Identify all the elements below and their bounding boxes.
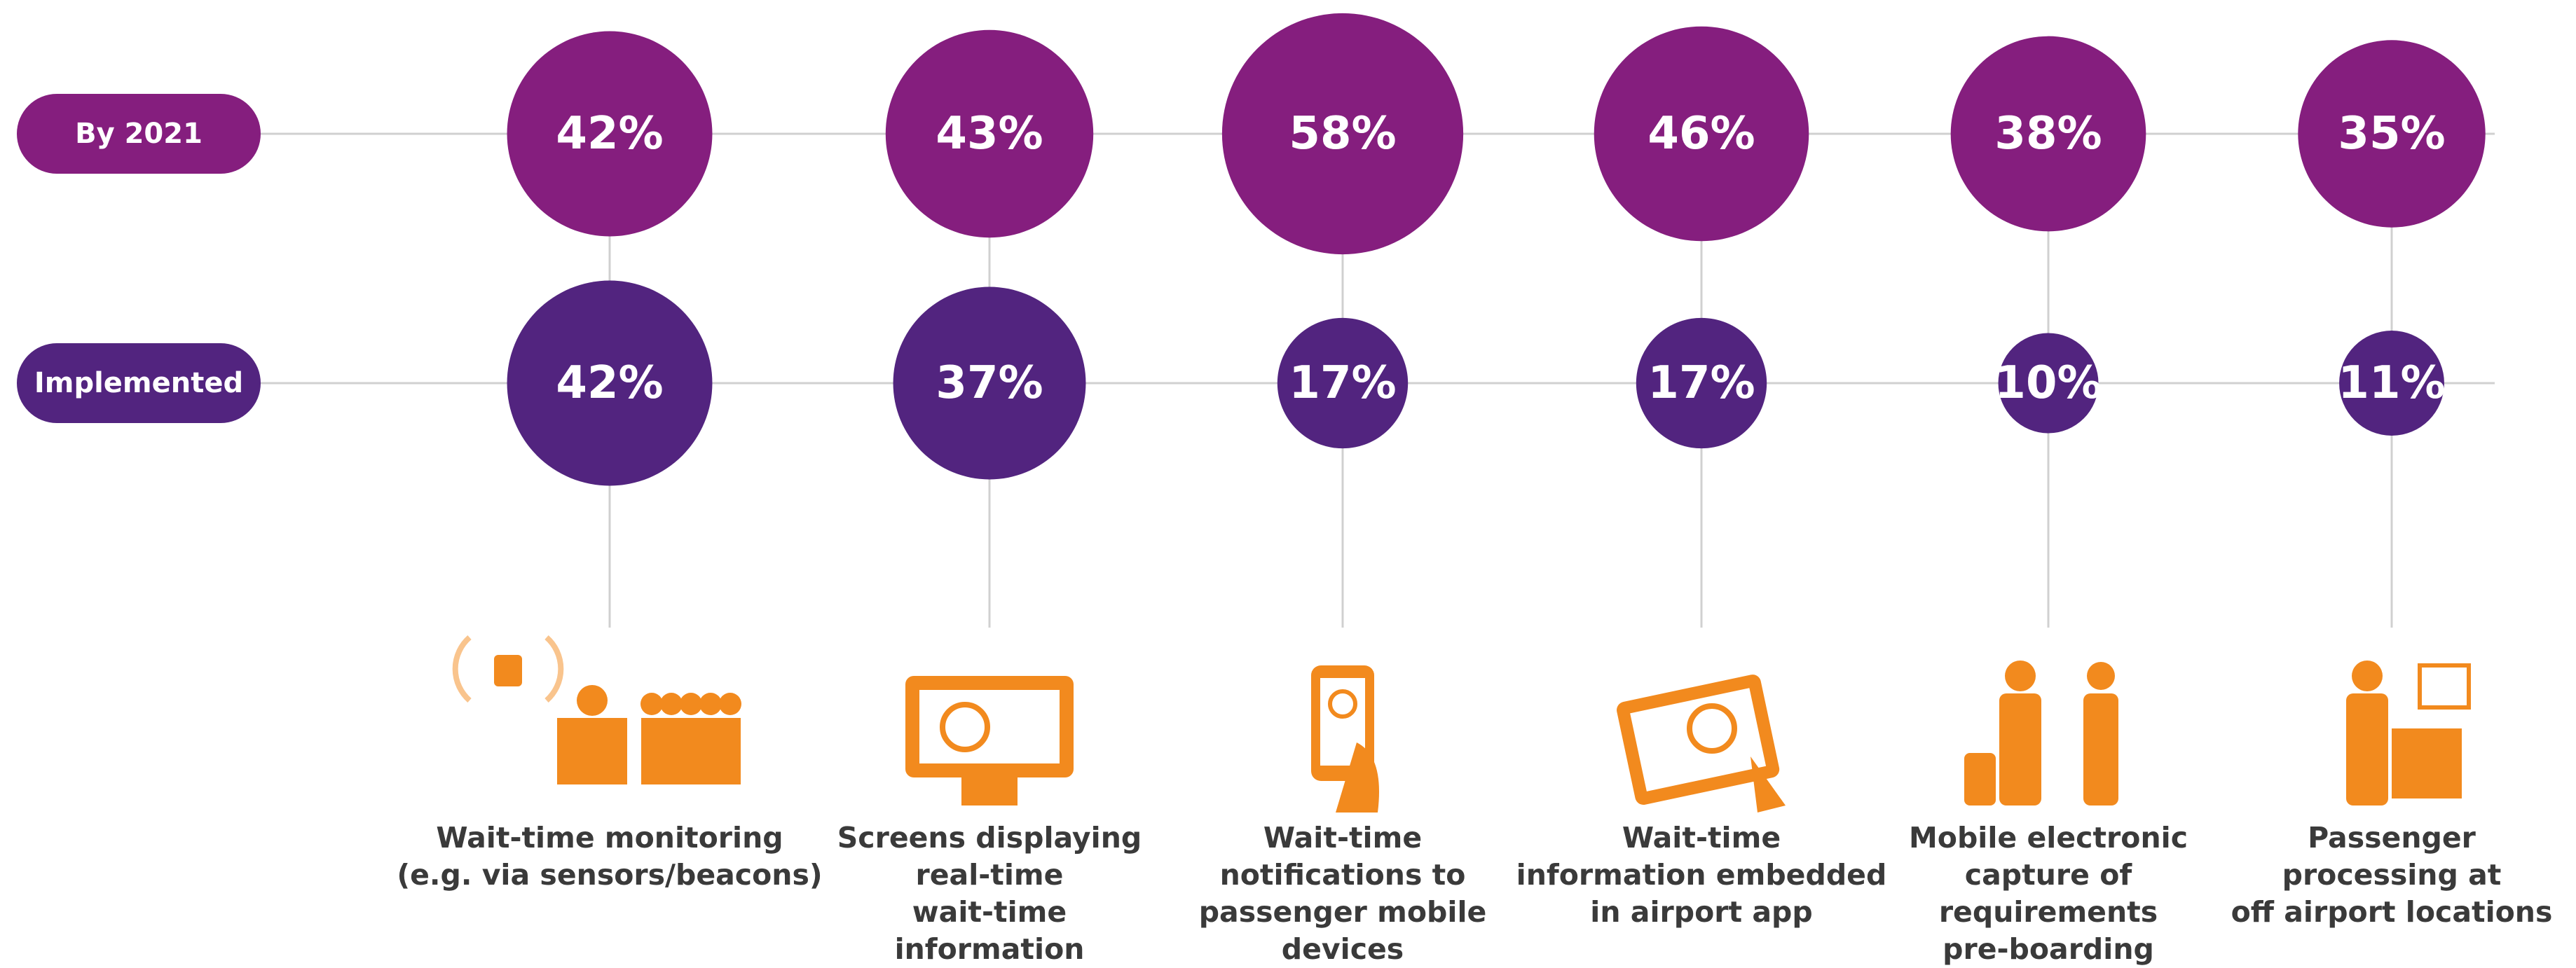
icon (719, 693, 741, 715)
bubble (2298, 40, 2486, 228)
category-label: Wait-time monitoring (e.g. via sensors/b… (397, 821, 823, 892)
icon (700, 718, 721, 784)
legend-label: By 2021 (75, 118, 203, 150)
icon (452, 635, 564, 703)
icon (2087, 662, 2115, 690)
icon (2005, 661, 2036, 691)
category-label: Screens displaying real-time wait-time i… (837, 821, 1142, 966)
value-label: 17% (1647, 357, 1755, 409)
value-label: 42% (556, 357, 663, 409)
icon (1999, 693, 2041, 805)
icon (1687, 703, 1737, 754)
icon (660, 693, 683, 715)
category-label: Mobile electronic capture of requirement… (1908, 821, 2188, 966)
icon (1336, 742, 1379, 813)
icon (2346, 693, 2388, 805)
value-label: 35% (2338, 108, 2445, 160)
value-label: 17% (1289, 357, 1396, 409)
bubble (1594, 26, 1809, 242)
icon (557, 718, 627, 784)
icon (680, 693, 702, 715)
icon (1964, 753, 1996, 805)
icon (940, 702, 990, 752)
icon (577, 685, 608, 716)
value-label: 38% (1994, 108, 2102, 160)
icon (1751, 756, 1786, 813)
value-label: 42% (556, 108, 663, 160)
bubble (1998, 333, 2099, 434)
icon (640, 693, 663, 715)
value-label: 43% (936, 108, 1043, 160)
category-label: Passenger processing at off airport loca… (2231, 821, 2553, 929)
icon (1328, 689, 1357, 719)
icon (494, 655, 522, 686)
icon (961, 777, 1018, 805)
legend-label: Implemented (34, 367, 243, 399)
icon (680, 718, 701, 784)
icon (699, 693, 722, 715)
bubble (507, 280, 713, 486)
value-label: 46% (1647, 108, 1755, 160)
bubble (1950, 36, 2146, 232)
bubble (1277, 317, 1409, 449)
value-label: 11% (2338, 357, 2445, 409)
value-label: 10% (1994, 357, 2102, 409)
value-label: 58% (1289, 108, 1396, 160)
icon (2392, 728, 2462, 798)
icon (2083, 693, 2118, 805)
icon (2352, 661, 2383, 691)
icon (2418, 663, 2471, 710)
category-label: Wait-time information embedded in airpor… (1516, 821, 1887, 929)
bubble (885, 29, 1094, 238)
icon (641, 718, 662, 784)
bubble (2339, 331, 2444, 436)
bubble (507, 31, 713, 237)
bubble (893, 286, 1086, 480)
icon (720, 718, 741, 784)
legend-pill (17, 94, 261, 174)
value-label: 37% (936, 357, 1043, 409)
bubble (1221, 13, 1464, 255)
bubble (1636, 317, 1767, 449)
category-label: Wait-time notifications to passenger mob… (1198, 821, 1487, 966)
icon (661, 718, 682, 784)
legend-pill (17, 343, 261, 423)
